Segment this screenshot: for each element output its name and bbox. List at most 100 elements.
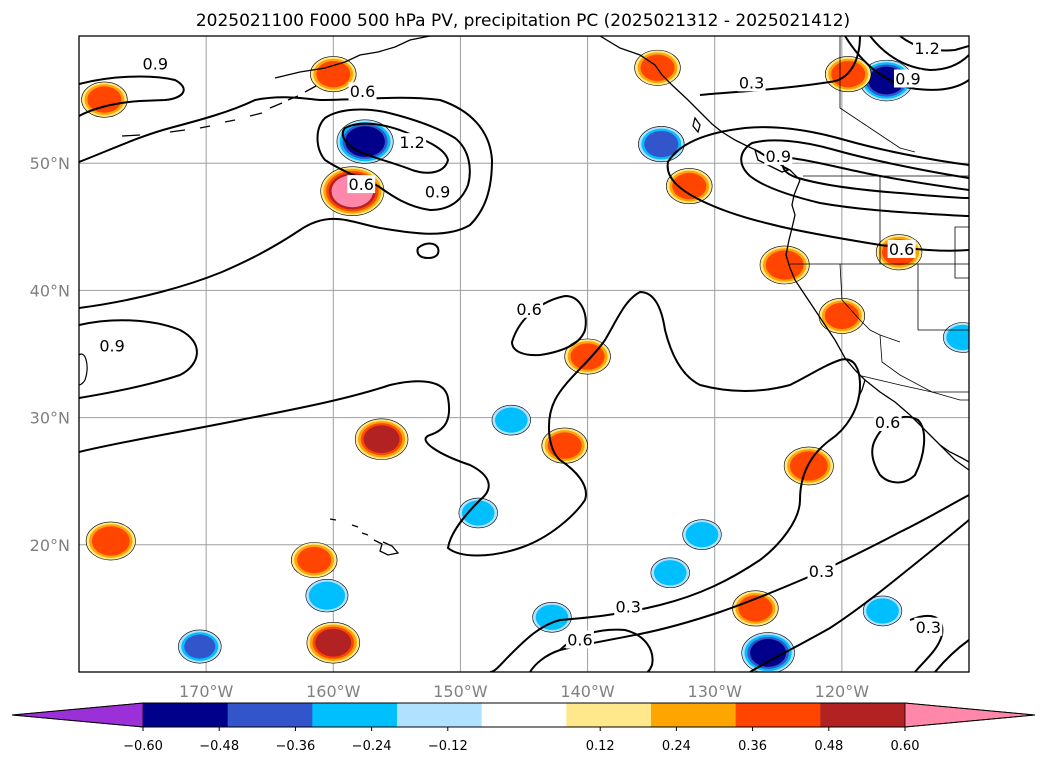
precip-shade-level	[750, 639, 787, 667]
contour-label-background	[807, 561, 836, 580]
lon-tick-label: 150°W	[433, 682, 488, 701]
contour-label-background	[893, 69, 922, 88]
contour-label-background	[887, 239, 916, 258]
map-frame	[78, 35, 970, 673]
precip-cell	[532, 602, 572, 633]
precip-cell	[354, 418, 409, 460]
pv-contour-06-long-ridge	[79, 290, 862, 672]
lat-tick-label: 50°N	[30, 154, 70, 173]
pv-contour-label: 0.6	[350, 82, 375, 101]
pv-contour-03-north	[699, 36, 861, 96]
contour-label-background	[764, 147, 793, 166]
colorbar-extend-low	[11, 702, 144, 728]
colorbar-segment	[735, 703, 821, 727]
lat-tick-label: 40°N	[30, 281, 70, 300]
lat-tick-label: 30°N	[30, 409, 70, 428]
lat-tick-label: 20°N	[30, 536, 70, 555]
pv-contour-12-west-coast	[781, 156, 969, 199]
precip-shade-level	[91, 526, 130, 556]
colorbar	[11, 702, 1036, 728]
precip-cell	[81, 81, 128, 118]
precip-cell	[759, 245, 810, 285]
contour-label-background	[98, 336, 127, 355]
precip-cell	[741, 632, 795, 672]
lon-tick-label: 140°W	[560, 682, 615, 701]
alaska-canada-border	[839, 36, 916, 153]
pv-contour-label: 1.2	[914, 39, 939, 58]
pv-contour-06-gulf-alaska	[79, 96, 494, 309]
contour-label-background	[737, 73, 766, 92]
precip-cell	[783, 446, 834, 486]
pv-contours	[79, 36, 969, 672]
precip-shade-level	[765, 250, 804, 280]
us-state-borders	[790, 176, 969, 393]
pv-contour-label: 0.9	[99, 337, 124, 356]
colorbar-tick-label: 0.60	[891, 739, 920, 754]
precip-shade-level	[345, 126, 385, 157]
contour-label-background	[141, 54, 170, 73]
colorbar-segment	[143, 703, 229, 727]
map-layer: 0.9 0.6 1.2 0.9 0.6 0.3 0.9 1.2 0.9 0.6 0.6 0.9 0.6 0…	[79, 36, 969, 672]
precip-shade-level	[672, 172, 707, 200]
pv-contour-09-west-coast	[740, 139, 969, 217]
pv-contour-label: 0.6	[875, 413, 900, 432]
colorbar-segment	[397, 703, 483, 727]
pv-contour-label: 0.9	[143, 54, 168, 73]
lon-tick-label: 170°W	[179, 682, 234, 701]
pv-contour-small-loop	[416, 242, 440, 260]
precip-shade-level	[308, 581, 346, 610]
pv-contour-label: 0.3	[916, 618, 941, 637]
pv-contour-09-northwest	[79, 75, 185, 117]
lon-tick-label: 120°W	[815, 682, 870, 701]
chart-title: 2025021100 F000 500 hPa PV, precipitatio…	[196, 11, 850, 31]
precip-shade-level	[184, 634, 216, 659]
precip-cell	[306, 622, 360, 664]
political-borders	[790, 36, 969, 401]
colorbar-tick-label: 0.36	[738, 739, 767, 754]
precip-shade-level	[315, 628, 352, 657]
colorbar-segment	[312, 703, 398, 727]
precip-shade-level	[824, 302, 859, 330]
precip-cell	[650, 557, 690, 589]
precip-cell	[305, 579, 349, 613]
precip-shade-level	[363, 425, 400, 454]
precip-cell	[291, 542, 338, 579]
pv-contour-label: 0.9	[895, 70, 920, 89]
contour-label-background	[515, 299, 544, 318]
precip-cell	[458, 497, 498, 529]
precip-cell	[666, 168, 713, 205]
colorbar-tick-label: −0.12	[428, 739, 468, 754]
precip-shade-level	[461, 500, 495, 526]
pv-contour-label: 0.3	[616, 597, 641, 616]
pv-contour-label: 1.2	[399, 133, 424, 152]
contour-label-background	[914, 617, 943, 636]
pv-contour-label: 0.6	[516, 300, 541, 319]
north-america-west-coast	[785, 179, 969, 471]
pv-contour-label: 0.3	[809, 562, 834, 581]
contour-label-background	[913, 38, 942, 57]
precip-cell	[178, 629, 222, 664]
pv-contour-label: 0.6	[567, 630, 592, 649]
hawaii-islands	[329, 518, 400, 556]
pv-contour-label: 0.3	[739, 73, 764, 92]
pv-contour-06-west-coast	[666, 126, 969, 252]
pv-contour-labels: 0.9 0.6 1.2 0.9 0.6 0.3 0.9 1.2 0.9 0.6 0.6 0.9 0.6 0…	[98, 38, 943, 649]
precip-cell	[85, 521, 136, 561]
precip-shade-level	[535, 604, 569, 630]
colorbar-tick-label: −0.36	[275, 739, 315, 754]
pv-contour-03-southeast	[749, 519, 969, 672]
precipitation-shading	[81, 49, 969, 672]
precip-shade-level	[494, 407, 528, 433]
pv-contour-03-south	[529, 494, 969, 672]
pv-contour-small-islands	[79, 353, 88, 386]
colorbar-tick-label: 0.12	[586, 739, 615, 754]
precip-shade-level	[789, 451, 828, 481]
pv-contour-label: 0.6	[889, 240, 914, 259]
precip-cell	[682, 519, 722, 550]
contour-label-background	[614, 597, 643, 616]
longitude-labels: 170°W 160°W 150°W 140°W 130°W 120°W	[179, 682, 869, 701]
colorbar-tick-label: −0.48	[199, 739, 239, 754]
lon-tick-label: 130°W	[688, 682, 743, 701]
precip-shade-level	[644, 130, 679, 158]
